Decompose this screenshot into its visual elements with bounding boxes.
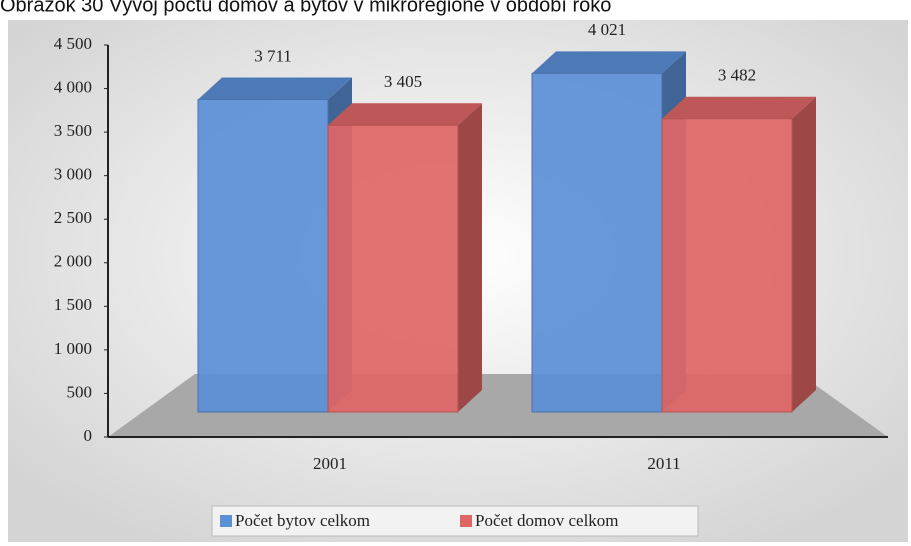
x-tick-label: 2011: [647, 454, 680, 473]
bar-top: [198, 77, 352, 100]
data-label: 3 405: [384, 72, 422, 91]
data-label: 3 711: [254, 46, 292, 65]
bar: [327, 124, 459, 413]
legend: [211, 505, 699, 537]
y-tick-label: 500: [67, 382, 93, 401]
y-tick-label: 2 500: [54, 208, 92, 227]
bar: [531, 72, 663, 413]
chart-title: Obrázok 30 Vývoj počtu domov a bytov v m…: [0, 0, 611, 16]
bar-top: [328, 103, 482, 126]
bar-top: [532, 51, 686, 74]
legend-swatch: [220, 515, 232, 527]
data-label: 4 021: [588, 20, 626, 39]
y-tick-label: 3 500: [54, 121, 92, 140]
bar-side: [792, 96, 816, 412]
x-tick-label: 2001: [313, 454, 347, 473]
bar: [197, 98, 329, 413]
y-tick-label: 1 500: [54, 295, 92, 314]
y-tick-label: 1 000: [54, 339, 92, 358]
bar: [661, 118, 793, 413]
y-tick-label: 0: [84, 426, 93, 445]
y-tick-label: 4 500: [54, 34, 92, 53]
legend-label: Počet bytov celkom: [235, 511, 370, 530]
y-tick-label: 3 000: [54, 165, 92, 184]
y-tick-label: 4 000: [54, 77, 92, 96]
legend-swatch: [460, 515, 472, 527]
data-label: 3 482: [718, 66, 756, 85]
legend-label: Počet domov celkom: [475, 511, 619, 530]
bar-side: [458, 103, 482, 413]
bar-top: [662, 96, 816, 119]
y-tick-label: 2 000: [54, 252, 92, 271]
